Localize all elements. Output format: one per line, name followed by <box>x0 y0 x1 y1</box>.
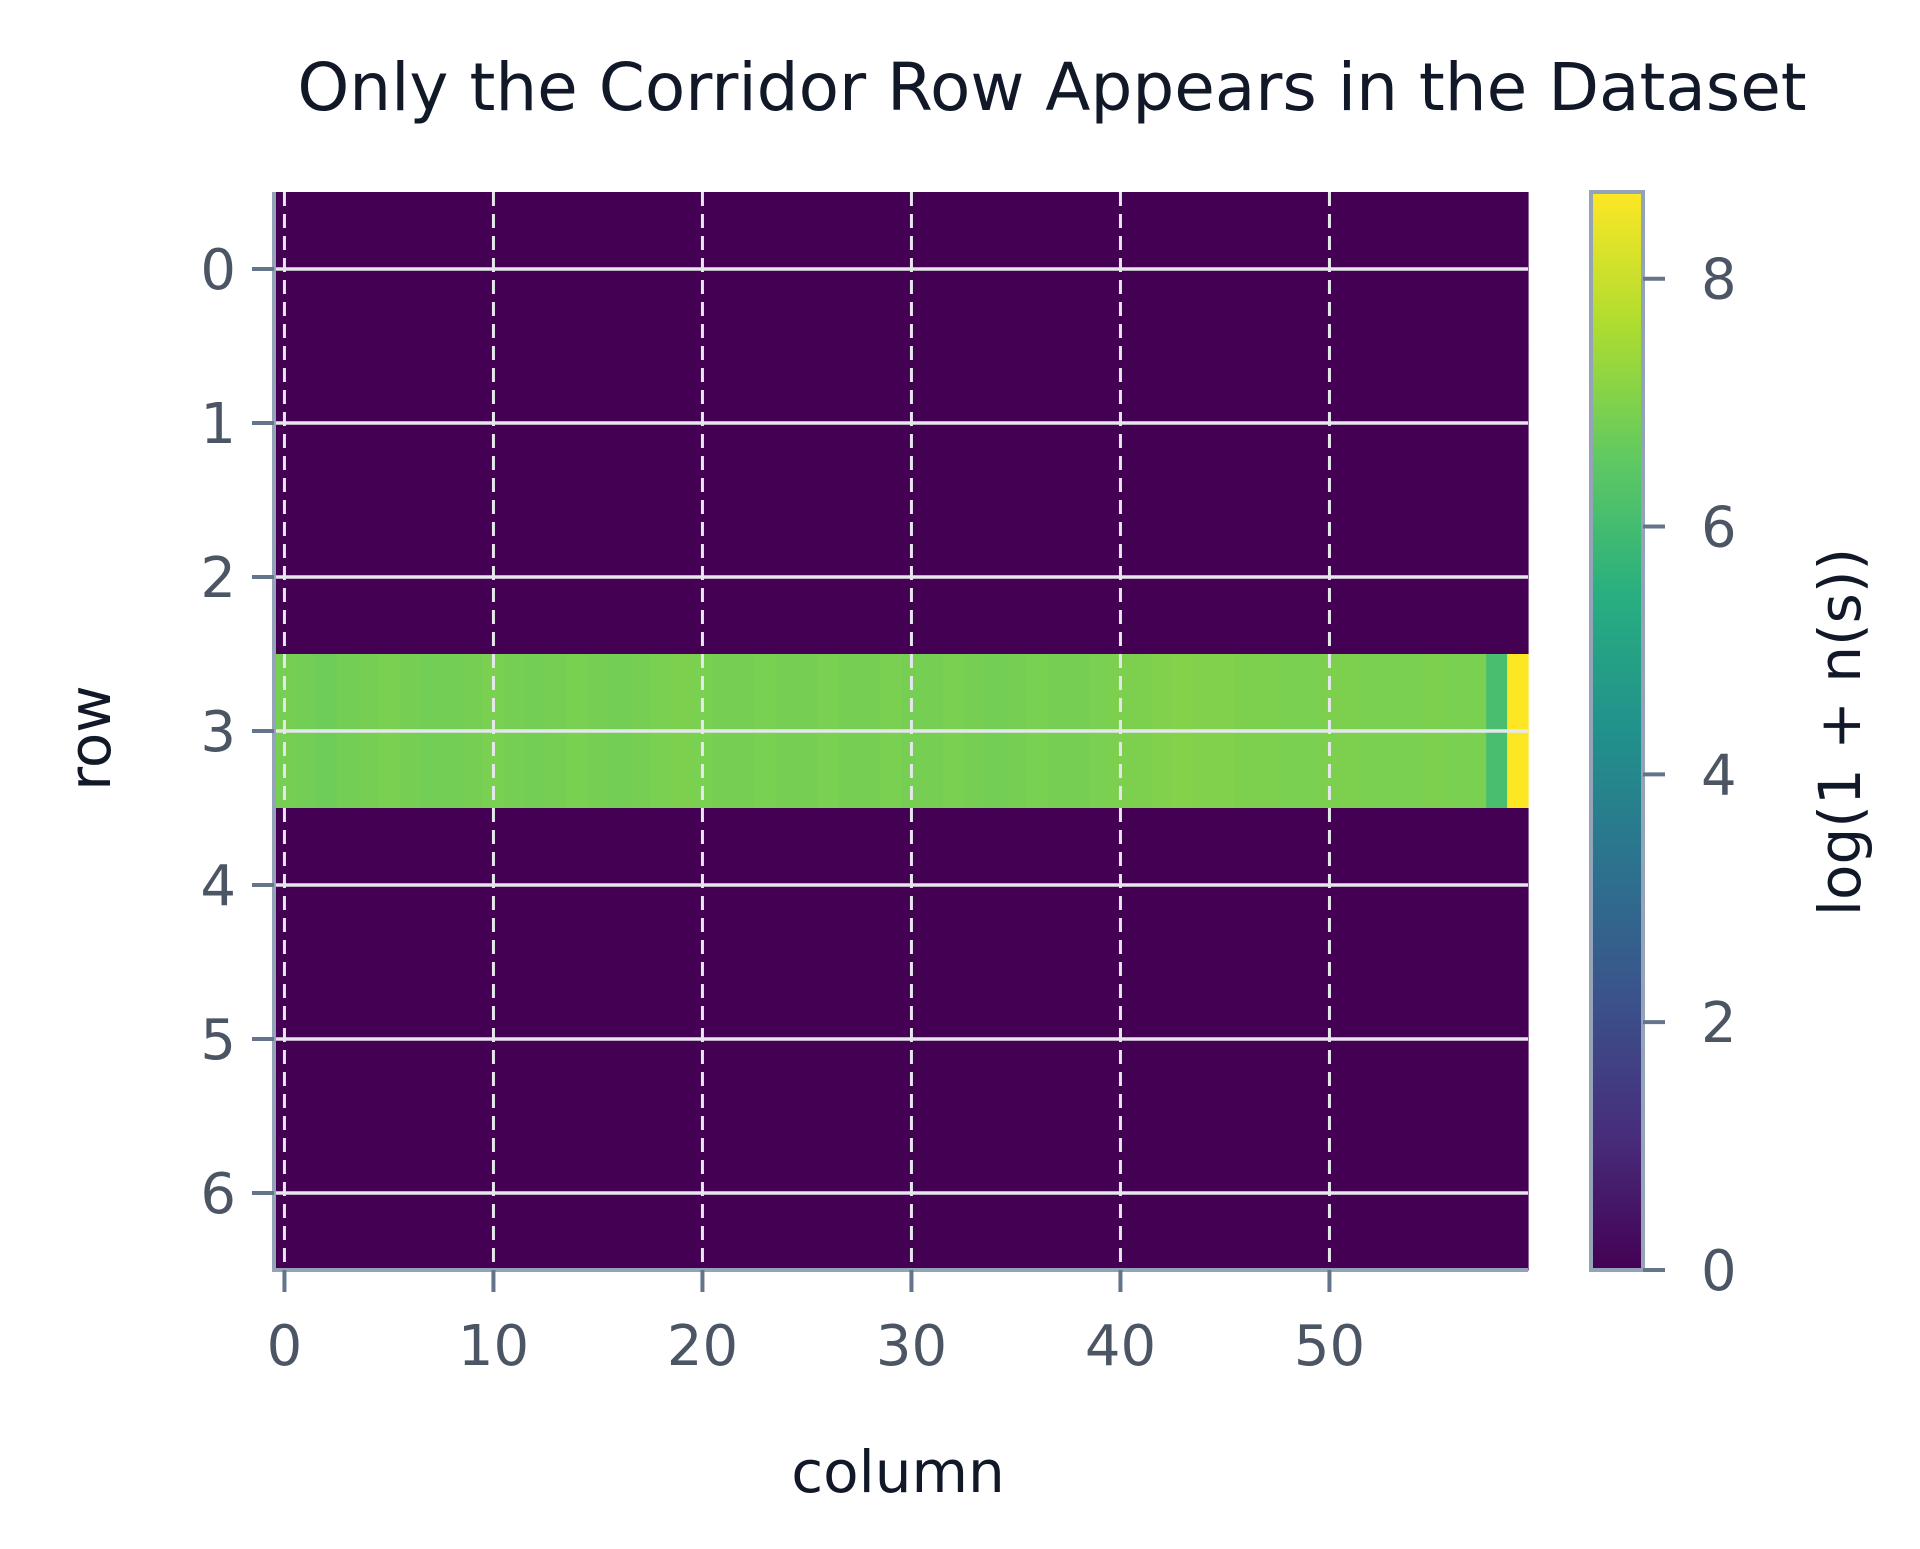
x-axis-ticks: 0 10 20 30 40 50 <box>267 1270 1365 1379</box>
x-axis-label: column <box>791 1438 1005 1506</box>
x-tick-label: 10 <box>458 1314 529 1379</box>
y-tick-label: 2 <box>200 546 236 611</box>
y-axis-ticks: 0 1 2 3 4 5 6 <box>200 238 274 1227</box>
colorbar-tick-label: 8 <box>1701 248 1737 313</box>
x-tick-label: 20 <box>667 1314 738 1379</box>
y-tick-label: 0 <box>200 238 236 303</box>
colorbar-tick-label: 0 <box>1701 1239 1737 1304</box>
colorbar-ticks: 0 2 4 6 8 <box>1643 248 1737 1304</box>
x-tick-label: 0 <box>267 1314 303 1379</box>
y-tick-label: 5 <box>200 1008 236 1073</box>
colorbar-label: log(1 + n(s)) <box>1806 548 1874 916</box>
y-tick-label: 1 <box>200 392 236 457</box>
chart-title: Only the Corridor Row Appears in the Dat… <box>297 49 1806 126</box>
y-tick-label: 4 <box>200 854 236 919</box>
y-axis-label: row <box>56 685 124 791</box>
x-tick-label: 40 <box>1085 1314 1156 1379</box>
grid-lines <box>274 192 1528 1270</box>
colorbar-tick-label: 6 <box>1701 496 1737 561</box>
y-tick-label: 3 <box>200 700 236 765</box>
x-tick-label: 50 <box>1294 1314 1365 1379</box>
colorbar-tick-label: 2 <box>1701 991 1737 1056</box>
colorbar <box>1589 190 1645 1272</box>
colorbar-tick-label: 4 <box>1701 743 1737 808</box>
x-tick-label: 30 <box>876 1314 947 1379</box>
y-tick-label: 6 <box>200 1162 236 1227</box>
